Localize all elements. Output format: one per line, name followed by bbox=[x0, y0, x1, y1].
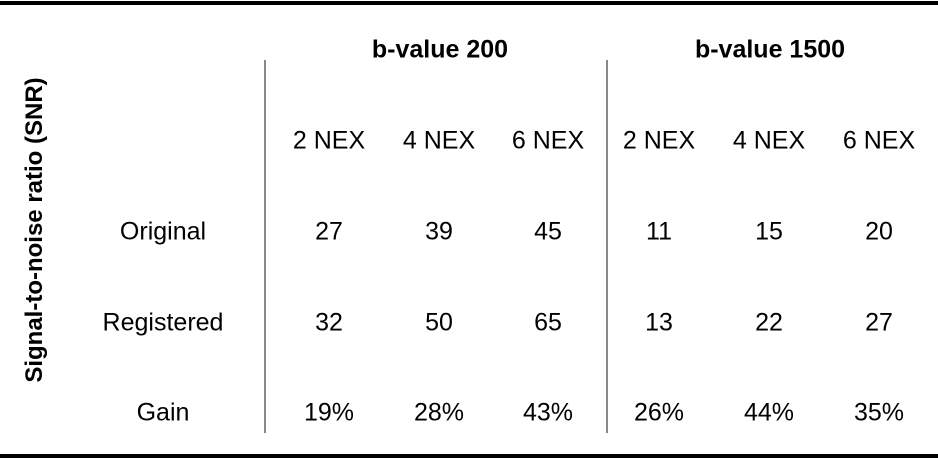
cell: 45 bbox=[534, 217, 562, 246]
cell: 19% bbox=[303, 398, 355, 427]
cell: 28% bbox=[413, 398, 465, 427]
row-label: Gain bbox=[136, 398, 190, 427]
group-header: b-value 1500 bbox=[694, 35, 846, 64]
top-rule bbox=[0, 1, 938, 5]
column-header: 2 NEX bbox=[622, 126, 696, 155]
cell: 11 bbox=[646, 217, 672, 246]
bottom-rule bbox=[0, 454, 938, 458]
cell: 35% bbox=[853, 398, 905, 427]
cell: 32 bbox=[315, 308, 343, 337]
column-header: 6 NEX bbox=[842, 126, 916, 155]
column-header: 6 NEX bbox=[511, 126, 585, 155]
cell: 50 bbox=[425, 308, 453, 337]
cell: 26% bbox=[633, 398, 685, 427]
cell: 13 bbox=[645, 308, 673, 337]
cell: 27 bbox=[315, 217, 343, 246]
cell: 39 bbox=[425, 217, 453, 246]
row-label: Original bbox=[119, 217, 207, 246]
column-header: 4 NEX bbox=[732, 126, 806, 155]
group-divider bbox=[606, 60, 608, 433]
cell: 15 bbox=[755, 217, 783, 246]
cell: 27 bbox=[865, 308, 893, 337]
cell: 44% bbox=[743, 398, 795, 427]
column-header: 4 NEX bbox=[402, 126, 476, 155]
cell: 20 bbox=[865, 217, 893, 246]
cell: 43% bbox=[522, 398, 574, 427]
group-header: b-value 200 bbox=[371, 35, 509, 64]
group-divider bbox=[264, 60, 266, 433]
column-header: 2 NEX bbox=[292, 126, 366, 155]
row-label: Registered bbox=[102, 308, 224, 337]
cell: 22 bbox=[755, 308, 783, 337]
cell: 65 bbox=[534, 308, 562, 337]
side-label: Signal-to-noise ratio (SNR) bbox=[21, 77, 48, 383]
